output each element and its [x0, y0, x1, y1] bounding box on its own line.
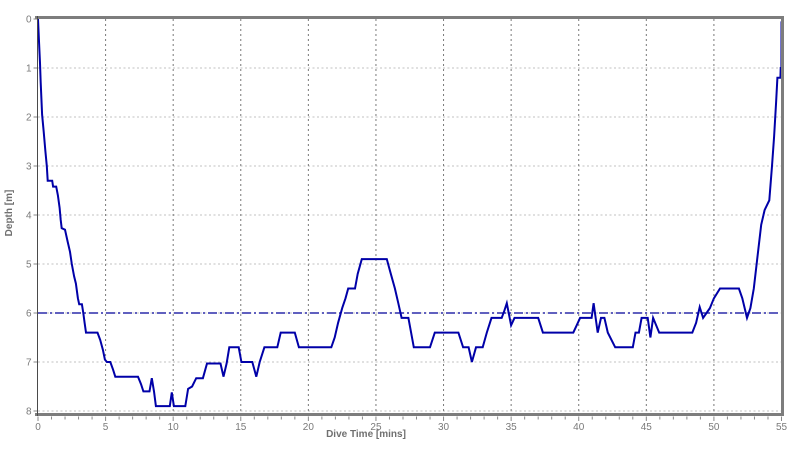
y-tick-label: 7 — [26, 358, 32, 369]
x-tick-label: 20 — [303, 422, 315, 433]
y-tick-label: 3 — [26, 162, 32, 173]
y-tick-label: 8 — [26, 407, 32, 418]
y-tick-label: 5 — [26, 260, 32, 271]
x-tick-label: 10 — [168, 422, 180, 433]
x-tick-label: 15 — [235, 422, 247, 433]
x-tick-label: 50 — [708, 422, 720, 433]
y-tick-label: 1 — [26, 64, 32, 75]
x-axis-title: Dive Time [mins] — [326, 429, 406, 440]
y-axis-title: Depth [m] — [4, 189, 15, 237]
dive-depth-profile-line — [37, 18, 783, 408]
y-tick-label: 0 — [26, 15, 32, 26]
x-tick-label: 35 — [506, 422, 518, 433]
x-tick-label: 0 — [35, 422, 41, 433]
x-tick-label: 5 — [103, 422, 109, 433]
x-tick-label: 40 — [573, 422, 585, 433]
x-tick-label: 45 — [641, 422, 653, 433]
y-tick-label: 2 — [26, 113, 32, 124]
y-tick-label: 6 — [26, 309, 32, 320]
y-tick-label: 4 — [26, 211, 32, 222]
x-tick-label: 25 — [370, 422, 382, 433]
x-tick-label: 55 — [776, 422, 788, 433]
x-tick-label: 30 — [438, 422, 450, 433]
